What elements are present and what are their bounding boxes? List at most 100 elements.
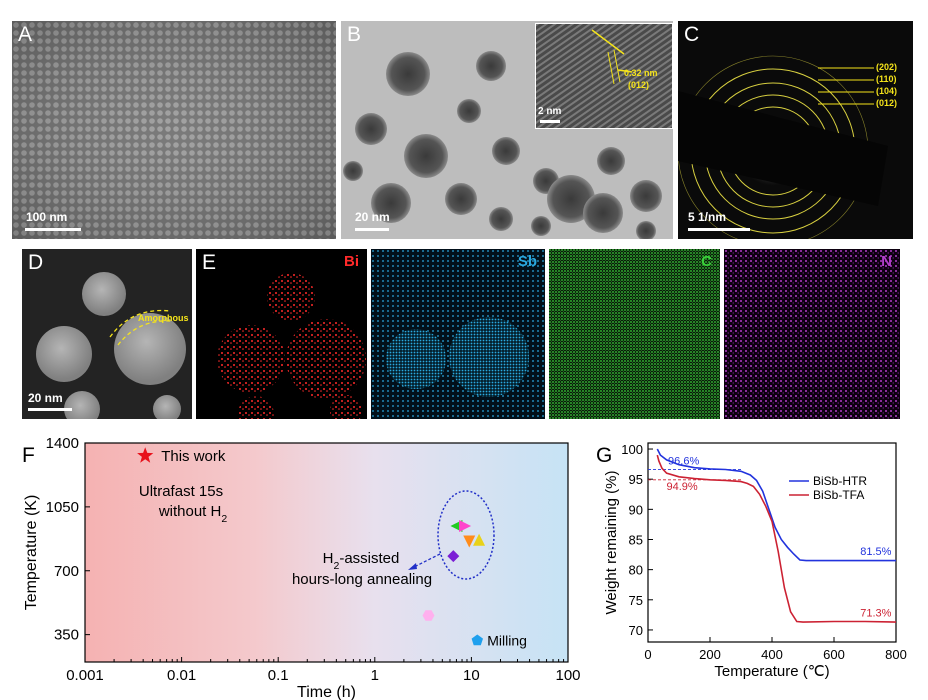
sem-texture [12,21,336,239]
data-point [471,634,483,646]
value-annotation: 94.9% [666,481,697,493]
plot-background [85,443,568,662]
d-spacing-label: 0.32 nm [624,68,658,78]
y-tick-label: 100 [621,442,643,457]
chart-g-tga-curves: 0 200 400 600 800 70 75 80 85 90 95 100 Temperature … [596,442,907,680]
panel-c-saed-pattern: C (202) (110) (104) (012) 5 1/nm [678,21,913,239]
x-tick-label: 0 [644,647,651,662]
x-tick-label: 1 [371,667,379,684]
annealing-group-ellipse [437,490,495,580]
diffraction-rings [678,55,888,239]
ring-label: (202) [876,62,898,72]
x-tick-label: 10 [463,667,480,684]
legend-label: BiSb-HTR [813,474,867,488]
value-annotation: 96.6% [668,456,699,468]
hrtem-inset: 0.32 nm (012) 2 nm [535,23,673,129]
y-tick-label: 350 [54,627,79,644]
x-tick-label: 600 [823,647,845,662]
plot-frame [84,442,569,663]
x-axis-label: Temperature (℃) [714,663,829,680]
y-tick-label: 90 [629,502,643,517]
panel-label-e: E [202,251,217,274]
ring-label: (110) [876,74,897,84]
element-label-n: N [881,253,892,270]
value-annotation: 81.5% [860,546,891,558]
panel-e-map-bi: E Bi [196,249,367,419]
data-point [473,533,486,546]
this-work-label: This work [161,448,226,465]
element-label-c: C [701,253,712,270]
panel-label-b: B [347,23,362,46]
y-tick-label: 1400 [46,435,79,452]
sb-map-texture [371,249,545,419]
panel-label-c: C [684,23,700,46]
panel-label-a: A [18,23,33,46]
value-annotation: 71.3% [860,608,891,620]
data-point [447,550,460,563]
milling-label: Milling [487,632,527,648]
data-point [463,535,476,548]
panel-e-map-sb: Sb [371,249,545,419]
element-label-bi: Bi [344,253,359,270]
ultrafast-note: Ultrafast 15s [139,483,223,500]
panel-e-map-n: N [724,249,900,419]
x-tick-label: 100 [555,667,580,684]
lattice-texture [536,24,672,128]
y-tick-label: 75 [629,593,643,608]
ring-label: (104) [876,86,898,96]
series-line [656,448,896,562]
h2-assisted-note: H2-assisted [323,550,400,572]
y-axis-label: Weight remaining (%) [603,471,620,615]
panel-d-haadf-image: D Amorphous 20 nm [22,249,192,419]
y-tick-label: 70 [629,623,643,638]
panel-e-map-c: C [549,249,720,419]
data-point [422,610,435,621]
data-point [459,520,472,533]
scale-bar [28,408,72,411]
c-map-texture [549,249,720,419]
x-tick-label: 0.1 [268,667,289,684]
scale-bar-label: 5 1/nm [688,210,727,224]
scale-bar-label: 20 nm [355,210,390,224]
this-work-star [137,447,154,463]
x-tick-label: 800 [885,647,907,662]
y-tick-label: 700 [54,563,79,580]
amorphous-label: Amorphous [138,313,189,323]
panel-label-d: D [28,251,44,274]
scale-bar [355,228,389,231]
plane-label: (012) [628,80,650,90]
x-tick-label: 0.001 [66,667,104,684]
arrow-head [408,563,417,570]
panel-a-sem-image: A 100 nm [12,21,336,239]
plot-frame [647,442,897,643]
haadf-particles [36,272,186,419]
scale-bar [688,228,750,231]
legend-label: BiSb-TFA [813,488,864,502]
inset-scale-bar [540,120,560,123]
scale-bar-label: 20 nm [28,391,63,405]
hours-long-note: hours-long annealing [292,571,432,588]
series-line [656,454,897,623]
y-tick-label: 95 [629,472,643,487]
chart-f-temperature-vs-time: 0.001 0.01 0.1 1 10 100 350 700 1050 1400 Time (h)… [22,435,581,700]
without-h2-note: without H2 [158,503,228,525]
x-axis-label: Time (h) [297,684,356,700]
y-tick-label: 85 [629,532,643,547]
y-tick-label: 80 [629,563,643,578]
y-tick-label: 1050 [46,499,79,516]
x-tick-label: 200 [699,647,721,662]
x-tick-label: 400 [761,647,783,662]
scale-bar-label: 100 nm [26,210,68,224]
ring-label: (012) [876,98,898,108]
bi-map-texture [217,273,366,419]
panel-label-f: F [22,444,35,467]
x-tick-label: 0.01 [167,667,196,684]
y-axis-label: Temperature (K) [23,495,40,611]
panel-b-tem-image: B 0.32 nm (012) 2 nm 20 nm [341,21,673,239]
inset-scale-label: 2 nm [538,106,562,117]
n-map-texture [724,249,900,419]
element-label-sb: Sb [517,253,537,270]
scale-bar [25,228,81,231]
annealing-arrow [411,553,441,569]
panel-label-g: G [596,444,612,467]
